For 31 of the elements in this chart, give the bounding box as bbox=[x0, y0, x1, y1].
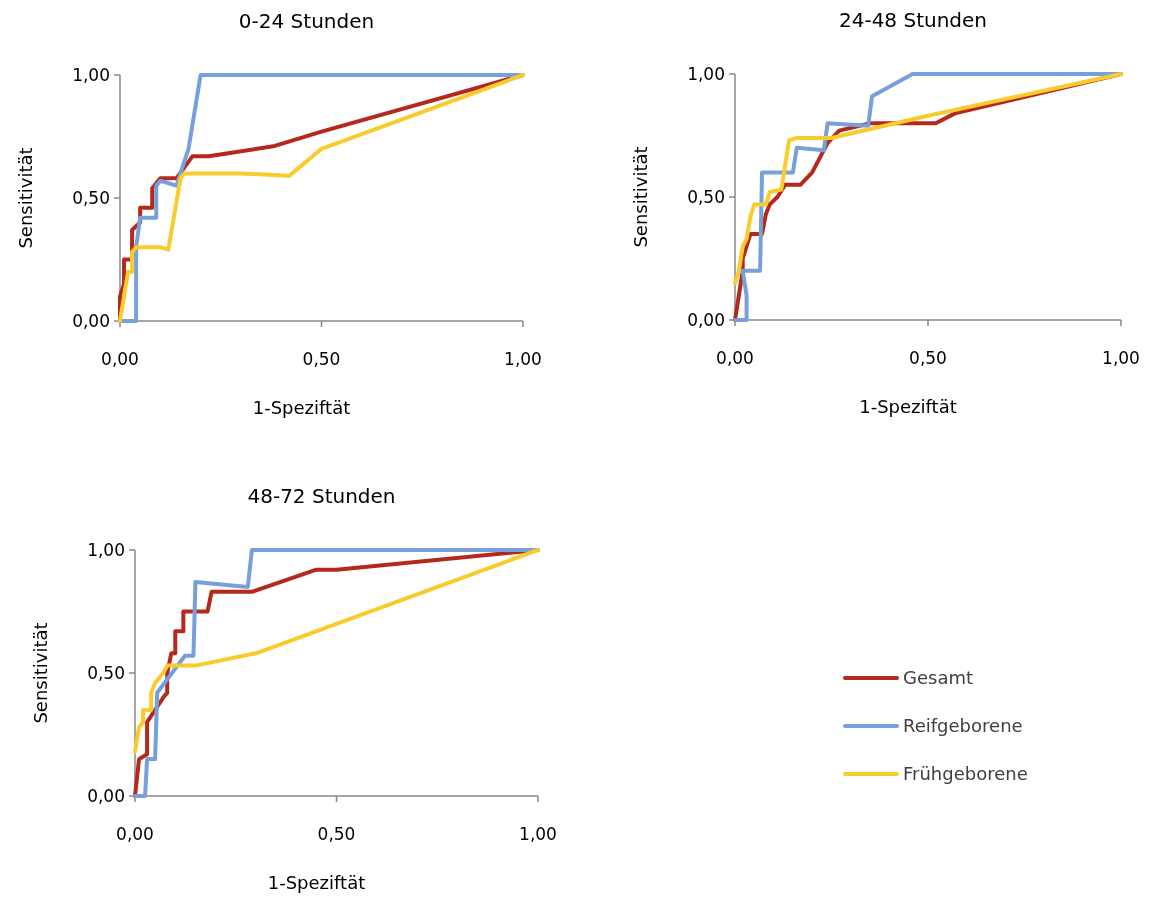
y-tick-label: 1,00 bbox=[687, 63, 725, 84]
x-tick-label: 0,00 bbox=[101, 349, 139, 369]
x-tick-label: 0,00 bbox=[116, 824, 154, 844]
chart-title: 48-72 Stunden bbox=[247, 484, 396, 508]
x-axis-title: 1-Speziftät bbox=[267, 872, 366, 893]
y-tick-label: 0,50 bbox=[687, 186, 725, 207]
y-axis-title: Sensitivität bbox=[630, 146, 651, 248]
y-tick-label: 0,00 bbox=[687, 309, 725, 330]
chart-title: 0-24 Stunden bbox=[238, 9, 375, 33]
y-tick-label: 1,00 bbox=[72, 64, 110, 85]
legend-label: Reifgeborene bbox=[903, 715, 1023, 737]
x-axis-title: 1-Speziftät bbox=[252, 397, 351, 418]
x-tick-label: 1,00 bbox=[504, 349, 542, 369]
x-tick-label: 1,00 bbox=[519, 824, 557, 844]
x-tick-label: 0,50 bbox=[317, 824, 356, 844]
x-tick-label: 1,00 bbox=[1102, 348, 1140, 368]
x-axis-title: 1-Speziftät bbox=[859, 396, 957, 417]
y-axis-title: Sensitivität bbox=[15, 147, 36, 249]
y-tick-label: 1,00 bbox=[87, 539, 125, 560]
y-tick-label: 0,50 bbox=[72, 187, 110, 208]
chart-title: 24-48 Stunden bbox=[838, 8, 988, 32]
legend-label: Gesamt bbox=[903, 667, 974, 689]
y-tick-label: 0,50 bbox=[87, 662, 125, 683]
y-tick-label: 0,00 bbox=[72, 310, 110, 331]
legend-label: Frühgeborene bbox=[903, 763, 1028, 785]
line-series bbox=[133, 548, 540, 754]
y-tick-label: 0,00 bbox=[87, 785, 125, 806]
x-tick-label: 0,50 bbox=[302, 349, 341, 369]
x-tick-label: 0,50 bbox=[909, 348, 947, 368]
x-tick-label: 0,00 bbox=[716, 348, 754, 368]
y-axis-title: Sensitivität bbox=[30, 622, 51, 724]
